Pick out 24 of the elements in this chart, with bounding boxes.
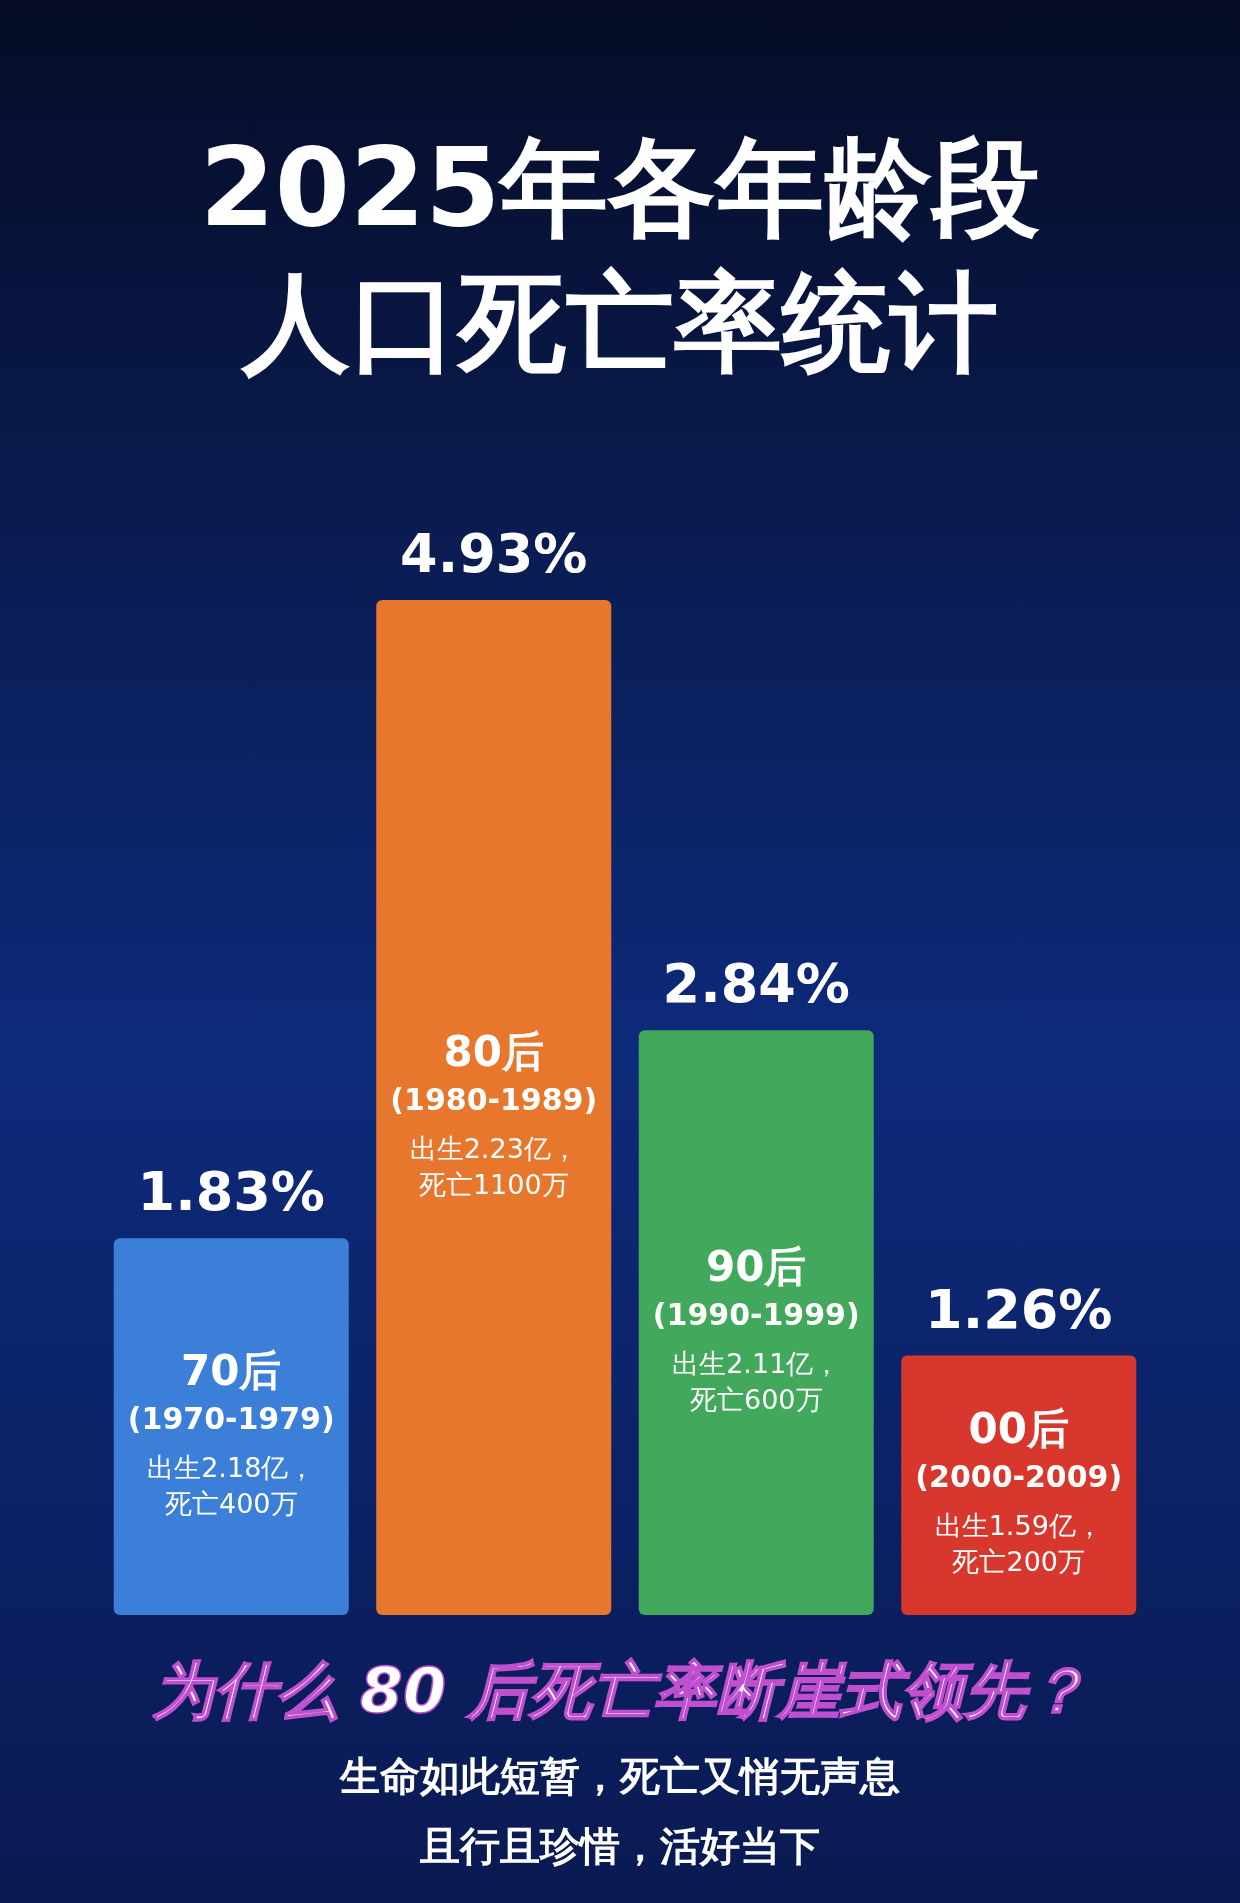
annotation: 死亡400万 (164, 1487, 298, 1519)
x-tick-label: 80后 (443, 1026, 544, 1076)
annotation: 死亡200万 (952, 1546, 1086, 1578)
annotation: 出生2.11亿， (672, 1347, 841, 1379)
annotation: (1990-1999) (652, 1296, 860, 1332)
annotation: 出生1.59亿， (934, 1510, 1103, 1542)
annotation: (1970-1979) (127, 1400, 335, 1436)
annotation: 死亡600万 (689, 1383, 823, 1415)
data-label: 2.84% (662, 952, 850, 1016)
text: 为什么 80 后死亡率断崖式领先？ (152, 1654, 1088, 1727)
text: 生命如此短暂，死亡又悄无声息 (339, 1753, 900, 1799)
x-tick-label: 00后 (968, 1404, 1069, 1454)
x-tick-label: 90后 (706, 1241, 807, 1291)
annotation: 出生2.18亿， (147, 1451, 316, 1483)
chart-title: 2025年各年龄段人口死亡率统计 (199, 125, 1041, 385)
annotation: (2000-2009) (915, 1459, 1123, 1495)
x-tick-label: 70后 (181, 1345, 282, 1395)
text: 且行且珍惜，活好当下 (419, 1823, 820, 1869)
data-label: 1.26% (925, 1277, 1113, 1341)
annotation: 出生2.23亿， (409, 1132, 578, 1164)
data-label: 4.93% (400, 522, 588, 585)
annotation: (1980-1989) (390, 1081, 598, 1117)
data-label: 1.83% (137, 1160, 325, 1224)
annotation: 死亡1100万 (418, 1168, 569, 1200)
